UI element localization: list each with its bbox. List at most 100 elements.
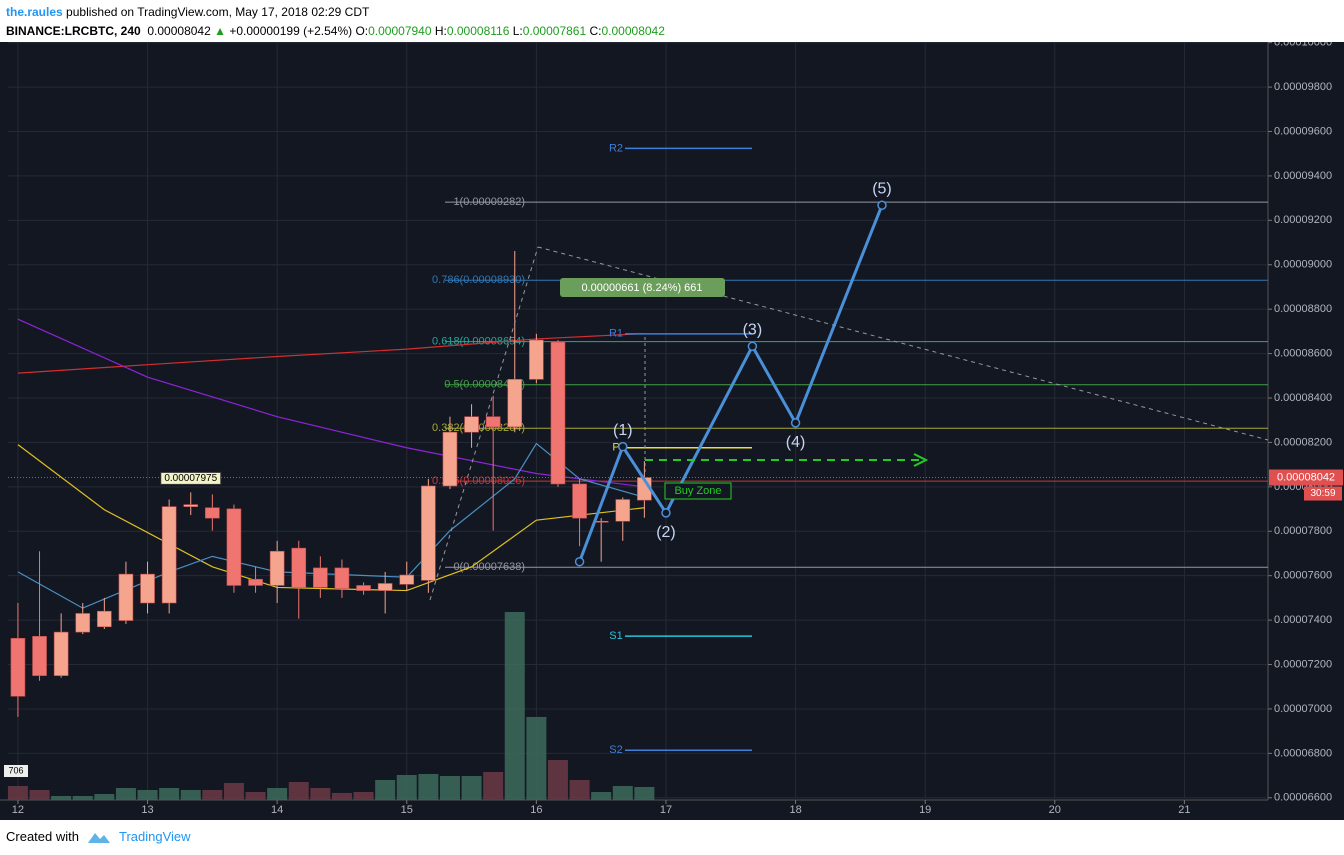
wave-point [618,441,628,452]
fib-label: 0.5(0.00008460) [444,379,525,391]
y-tick-label: 0.00008400 [1274,392,1332,404]
volume-bar [483,772,504,800]
y-tick-label: 0.00007600 [1274,570,1332,582]
volume-bar [526,716,547,800]
header: the.raules published on TradingView.com,… [6,3,665,41]
header-line: BINANCE:LRCBTC, 240 0.00008042 ▲ +0.0000… [6,22,665,41]
candle-body [53,631,69,676]
created: Created with [6,829,79,844]
volume-bar [51,796,72,800]
wave-point [877,200,887,210]
y-tick-label: 0.00008200 [1274,436,1332,448]
candle-body [529,339,544,380]
volume-bar [353,792,374,800]
y-tick-label: 0.00009000 [1274,259,1332,271]
fib-label: 0.786(0.00008930) [432,274,525,286]
y-tick-label: 0.00007000 [1274,703,1332,715]
symbol: BINANCE:LRCBTC, 240 [6,24,141,38]
wave-point [790,418,801,428]
y-tick-label: 0.00007800 [1274,525,1332,537]
candle-body [226,508,242,586]
price-tag [1269,469,1343,486]
wave-point [661,508,671,518]
candle-body [118,573,134,621]
arrow-head [913,453,929,467]
trend-line [429,246,539,601]
volume-bar [7,786,28,800]
candle-body [140,573,155,604]
ohlc-label: L: [512,24,523,38]
volume-bar [547,760,568,800]
plot: 1(0.00009282) 0.786(0.00008930) 0.618(0.00… [4,42,1268,800]
logo [87,832,110,843]
candle-body [205,507,220,519]
candle-body [10,638,26,697]
volume-bar [612,786,633,800]
ohlc: O:0.00007940 H:0.00008116 L:0.00007861 C… [355,24,664,38]
range-label: 0.00000661 (8.24%) 661 [581,282,702,294]
wave-point [747,341,758,352]
x-tick-label: 21 [1178,804,1190,816]
wave-point [574,556,585,567]
y-tick-label: 0.00009400 [1274,170,1332,182]
brand: TradingView [118,829,191,844]
y-tick-label: 0.00006800 [1274,747,1332,759]
volume-bar [202,790,223,800]
y-tick-label: 0.00007400 [1274,614,1332,626]
candle-body [464,416,479,433]
volume-label: 706 [8,765,23,775]
y-tick-label: 0.00008600 [1274,348,1332,360]
pivot-label: R2 [609,142,623,154]
volume-bar [288,782,309,800]
pivot-label: S2 [609,744,622,756]
high-label-box [160,471,222,485]
volume-bar [267,788,288,800]
ohlc-value: 0.00007940 [368,24,432,38]
x-tick-label: 14 [271,804,283,816]
wave-line [578,204,884,563]
candle-body [485,416,501,428]
candle-body [291,547,307,588]
buy-zone-box [664,482,732,500]
candle-body [75,613,91,633]
last: 0.00008042 [147,24,211,38]
volume-bar [591,792,612,800]
candle-body [615,499,631,522]
fib-label: 0.618(0.00008654) [432,336,525,348]
x-tick-label: 15 [401,804,413,816]
candle-body [550,341,566,485]
candle-body [421,485,436,581]
candle-body [269,550,285,586]
candle-body [399,574,415,585]
volume-bar [439,776,460,800]
wave-label: (1) [613,422,633,439]
volume-bar [115,788,136,800]
ohlc-label: C: [589,24,602,38]
volume-bar [331,792,352,800]
pivot-label: S1 [609,630,622,642]
candle-body [183,504,199,507]
up-arrow: ▲ [214,24,226,38]
volume-bar [461,776,482,800]
x-tick-label: 13 [141,804,153,816]
volume-bar [223,782,244,800]
x-tick-label: 20 [1049,804,1061,816]
volume-bar [310,788,331,800]
ohlc-value: 0.00007861 [522,24,587,38]
volume-bar [137,790,158,800]
range-box [560,278,725,297]
high-label: 0.00007975 [164,473,217,484]
x-tick-label: 17 [660,804,672,816]
candle-body [161,506,177,604]
moving-average [17,333,645,374]
volume-bar [29,790,50,800]
author: the.raules [6,5,63,19]
volume-bar [180,790,201,800]
wave-label: (5) [872,180,892,197]
candle-body [248,578,263,586]
fib-label: 0(0.00007638) [453,561,525,573]
change: +0.00000199 (+2.54%) [229,24,353,38]
chart: 1(0.00009282) 0.786(0.00008930) 0.618(0.00… [0,42,1344,820]
candle-body [356,585,371,591]
